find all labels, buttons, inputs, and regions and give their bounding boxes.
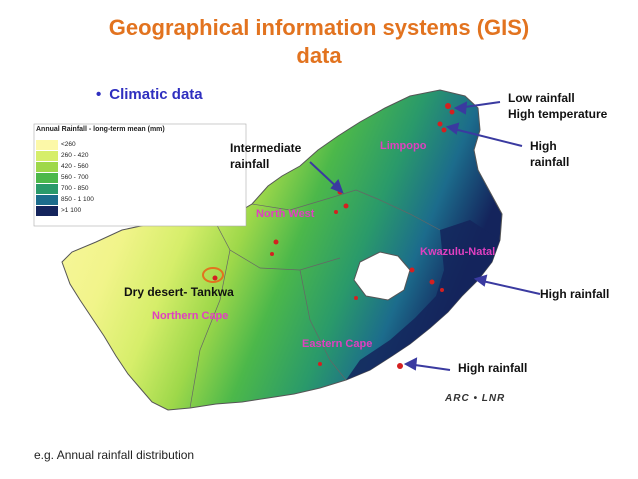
label-intermediate-line1: Intermediate bbox=[230, 141, 302, 155]
label-high-rainfall-south: High rainfall bbox=[458, 361, 528, 375]
legend-label-6: 850 - 1 100 bbox=[61, 196, 94, 203]
bullet-dot-icon: • bbox=[96, 86, 102, 103]
title-line-1: Geographical information systems (GIS) bbox=[108, 15, 530, 40]
province-north-west: North West bbox=[256, 208, 315, 220]
legend-swatch-6 bbox=[36, 195, 58, 205]
east-coast-high-rainfall-zone bbox=[346, 220, 500, 380]
label-intermediate-rainfall: Intermediate rainfall bbox=[230, 140, 301, 172]
legend-label-4: 560 - 700 bbox=[61, 174, 89, 181]
label-high-temperature-line2: High temperature bbox=[508, 107, 608, 121]
legend-label-3: 420 - 560 bbox=[61, 163, 89, 170]
legend-swatch-1 bbox=[36, 140, 58, 150]
province-kwazulu-natal: Kwazulu-Natal bbox=[420, 246, 496, 258]
legend-label-7: >1 100 bbox=[61, 207, 82, 214]
caption: e.g. Annual rainfall distribution bbox=[34, 448, 195, 462]
tankwa-circle-marker bbox=[202, 267, 224, 283]
province-eastern-cape: Eastern Cape bbox=[302, 338, 373, 350]
legend-swatch-5 bbox=[36, 184, 58, 194]
legend-label-5: 700 - 850 bbox=[61, 185, 89, 192]
label-high-rainfall-east: High rainfall bbox=[540, 287, 610, 301]
province-limpopo: Limpopo bbox=[380, 140, 427, 152]
label-high-rainfall-ne-line2: rainfall bbox=[530, 155, 570, 169]
arc-lnr-logo: ARC • LNR bbox=[445, 393, 506, 404]
label-low-rainfall-line1: Low rainfall bbox=[508, 91, 575, 105]
legend-box-group bbox=[33, 123, 247, 227]
lesotho-outline bbox=[353, 251, 411, 301]
label-high-rainfall-ne: High rainfall bbox=[530, 138, 569, 170]
bullet-item: • Climatic data bbox=[96, 86, 203, 103]
label-intermediate-line2: rainfall bbox=[230, 157, 270, 171]
page-title: Geographical information systems (GIS) d… bbox=[0, 14, 638, 70]
legend-title: Annual Rainfall - long-term mean (mm) bbox=[36, 126, 165, 133]
legend-label-2: 260 - 420 bbox=[61, 152, 89, 159]
label-low-rainfall: Low rainfall High temperature bbox=[508, 90, 607, 122]
legend-swatch-4 bbox=[36, 173, 58, 183]
label-dry-desert: Dry desert- Tankwa bbox=[124, 285, 234, 299]
province-northern-cape: Northern Cape bbox=[152, 310, 229, 322]
title-line-2: data bbox=[296, 43, 342, 68]
legend-swatch-7 bbox=[36, 206, 58, 216]
legend-swatch-2 bbox=[36, 151, 58, 161]
label-high-rainfall-ne-line1: High bbox=[530, 139, 557, 153]
legend-label-1: <260 bbox=[61, 141, 76, 148]
bullet-text: Climatic data bbox=[109, 86, 203, 103]
legend-swatch-3 bbox=[36, 162, 58, 172]
